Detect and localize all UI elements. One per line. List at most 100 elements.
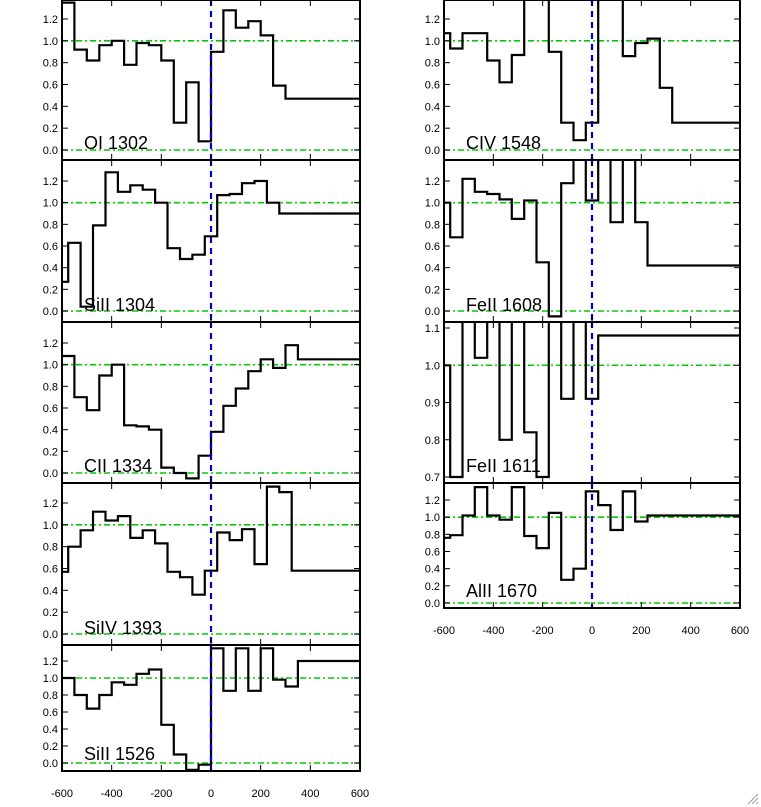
- panel-label: FeII 1608: [466, 295, 542, 315]
- y-tick-label: 0.2: [425, 581, 440, 593]
- y-tick-label: 0.0: [43, 145, 58, 157]
- y-tick-label: 0.2: [425, 284, 440, 296]
- x-tick-label: 400: [681, 625, 699, 637]
- x-tick-label: 200: [632, 625, 650, 637]
- y-tick-label: 0.0: [43, 758, 58, 770]
- x-tick-label: -400: [101, 788, 123, 800]
- y-tick-label: 0.6: [425, 241, 440, 253]
- y-tick-label: 0.8: [43, 542, 58, 554]
- panel-label: SiIV 1393: [84, 618, 162, 638]
- spectrum-step-line: [62, 485, 360, 596]
- y-tick-label: 0.6: [43, 707, 58, 719]
- y-tick-label: 1.2: [43, 14, 58, 26]
- y-tick-label: 0.0: [43, 306, 58, 318]
- spectrum-step-line: [62, 647, 360, 771]
- panel-siii-1526: 0.0 0.2 0.4 0.6 0.8 1.0 1.2 SiII 1526 -600 -400 -2…: [43, 644, 369, 800]
- y-tick-label: 0.8: [425, 219, 440, 231]
- y-tick-label: 0.8: [425, 58, 440, 70]
- panels-group: 0.0 0.2 0.4 0.6 0.8 1.0 1.2 OI 1302 0.0 0.2 0.4 0.6…: [43, 0, 749, 800]
- y-tick-label: 1.2: [43, 176, 58, 188]
- spectrum-step-line: [62, 344, 360, 480]
- panel-label: SiII 1526: [84, 744, 155, 764]
- y-tick-label: 1.0: [43, 360, 58, 372]
- y-tick-label: 0.8: [43, 690, 58, 702]
- y-tick-label: 1.2: [425, 14, 440, 26]
- y-tick-label: 1.1: [425, 323, 440, 335]
- x-tick-label: -400: [482, 625, 504, 637]
- y-tick-label: 0.6: [425, 547, 440, 559]
- y-tick-label: 1.0: [425, 360, 440, 372]
- spectrum-step-line: [62, 171, 360, 308]
- y-tick-label: 0.8: [425, 435, 440, 447]
- y-tick-label: 0.2: [43, 446, 58, 458]
- x-tick-label: -600: [433, 625, 455, 637]
- panel-civ-1548: 0.0 0.2 0.4 0.6 0.8 1.0 1.2 CIV 1548: [425, 0, 741, 161]
- panel-label: AlII 1670: [466, 581, 537, 601]
- x-tick-label: 200: [251, 788, 269, 800]
- y-tick-label: 1.0: [43, 673, 58, 685]
- x-tick-label: 600: [731, 625, 749, 637]
- x-tick-label: -600: [51, 788, 73, 800]
- y-tick-label: 1.2: [43, 498, 58, 510]
- y-tick-label: 0.0: [425, 306, 440, 318]
- y-tick-label: 0.7: [425, 472, 440, 484]
- panel-label: CIV 1548: [466, 133, 541, 153]
- panel-alii-1670: 0.0 0.2 0.4 0.6 0.8 1.0 1.2 AlII 1670 -600 -400 -2…: [425, 482, 749, 637]
- panel-label: OI 1302: [84, 133, 148, 153]
- y-tick-label: 0.8: [43, 58, 58, 70]
- x-tick-label: -200: [150, 788, 172, 800]
- x-tick-label: 0: [208, 788, 214, 800]
- y-tick-label: 0.2: [425, 123, 440, 135]
- y-tick-label: 0.9: [425, 398, 440, 410]
- y-tick-label: 0.4: [43, 101, 58, 113]
- y-tick-label: 1.2: [425, 495, 440, 507]
- y-tick-label: 0.4: [425, 263, 440, 275]
- y-tick-label: 0.0: [43, 468, 58, 480]
- spectrum-step-line: [444, 160, 740, 318]
- y-tick-label: 1.0: [425, 198, 440, 210]
- panel-siiv-1393: 0.0 0.2 0.4 0.6 0.8 1.0 1.2 SiIV 1393: [43, 482, 361, 646]
- y-tick-label: 1.0: [43, 520, 58, 532]
- y-tick-label: 0.2: [43, 123, 58, 135]
- spectrum-step-line: [62, 1, 360, 143]
- panel-label: CII 1334: [84, 456, 152, 476]
- panel-label: FeII 1611: [466, 456, 541, 476]
- panel-feii-1608: 0.0 0.2 0.4 0.6 0.8 1.0 1.2 FeII 1608: [425, 159, 741, 323]
- y-tick-label: 0.2: [43, 607, 58, 619]
- panel-feii-1611: 0.7 0.8 0.9 1.0 1.1 FeII 1611: [425, 321, 741, 484]
- spectrum-step-line: [444, 0, 740, 142]
- y-tick-label: 1.2: [43, 656, 58, 668]
- y-tick-label: 0.6: [43, 80, 58, 92]
- y-tick-label: 1.0: [425, 36, 440, 48]
- y-tick-label: 0.4: [43, 724, 58, 736]
- y-tick-label: 0.4: [43, 585, 58, 597]
- panel-cii-1334: 0.0 0.2 0.4 0.6 0.8 1.0 1.2 CII 1334: [43, 321, 361, 484]
- x-tick-label: 600: [351, 788, 369, 800]
- y-tick-label: 1.0: [43, 198, 58, 210]
- y-tick-label: 0.0: [43, 629, 58, 641]
- spectrum-step-line: [444, 486, 740, 581]
- y-tick-label: 0.6: [43, 564, 58, 576]
- y-tick-label: 0.0: [425, 145, 440, 157]
- resize-grip-icon[interactable]: [747, 793, 759, 805]
- panel-siii-1304: 0.0 0.2 0.4 0.6 0.8 1.0 1.2 SiII 1304: [43, 159, 361, 323]
- y-tick-label: 0.6: [43, 403, 58, 415]
- y-tick-label: 0.4: [425, 101, 440, 113]
- x-tick-label: 400: [301, 788, 319, 800]
- y-tick-label: 0.6: [43, 241, 58, 253]
- y-tick-label: 1.0: [43, 36, 58, 48]
- y-tick-label: 0.4: [425, 564, 440, 576]
- y-tick-label: 0.2: [43, 284, 58, 296]
- y-tick-label: 0.6: [425, 80, 440, 92]
- y-tick-label: 0.8: [425, 529, 440, 541]
- panel-label: SiII 1304: [84, 295, 155, 315]
- panel-oi-1302: 0.0 0.2 0.4 0.6 0.8 1.0 1.2 OI 1302: [43, 0, 361, 161]
- y-tick-label: 0.0: [425, 598, 440, 610]
- x-tick-label: 0: [589, 625, 595, 637]
- y-tick-label: 1.2: [425, 176, 440, 188]
- x-tick-label: -200: [532, 625, 554, 637]
- y-tick-label: 1.2: [43, 338, 58, 350]
- y-tick-label: 0.2: [43, 741, 58, 753]
- y-tick-label: 0.4: [43, 263, 58, 275]
